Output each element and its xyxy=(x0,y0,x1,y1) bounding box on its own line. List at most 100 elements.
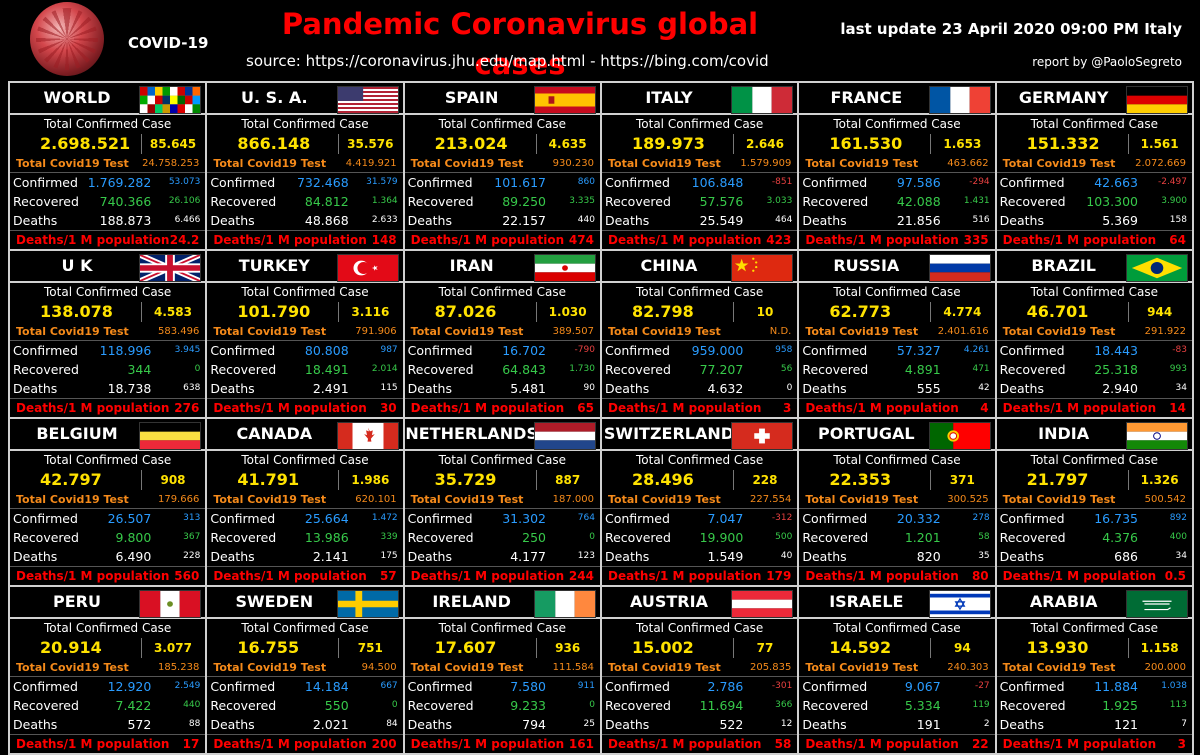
deaths-per-million-label: Deaths/1 M population xyxy=(16,737,170,751)
confirmed-value: 1.769.282 xyxy=(87,175,152,190)
austria-flag-icon xyxy=(731,590,794,618)
deaths-per-million-label: Deaths/1 M population xyxy=(213,401,367,415)
deaths-row: Deaths 4.632 0 xyxy=(602,379,797,398)
deaths-per-million-value: 24.2 xyxy=(169,233,200,247)
country-card: U K Total Confirmed Case 138.078 4.583 Total… xyxy=(10,251,206,417)
deaths-per-million-label: Deaths/1 M population xyxy=(410,569,565,583)
recovered-delta: 367 xyxy=(183,532,201,542)
switzerland-flag-icon xyxy=(731,422,794,450)
total-confirmed-label: Total Confirmed Case xyxy=(1030,621,1158,635)
recovered-label: Recovered xyxy=(13,194,79,209)
country-name: SWITZERLAND xyxy=(603,424,735,443)
tests-label: Total Covid19 Test xyxy=(410,493,524,506)
tests-row: Total Covid19 Test N.D. xyxy=(601,323,798,341)
deaths-per-million-value: 30 xyxy=(379,401,397,415)
total-confirmed-label: Total Confirmed Case xyxy=(635,621,764,635)
confirmed-row: Confirmed 118.996 3.945 xyxy=(10,341,205,360)
tests-row: Total Covid19 Test 620.101 xyxy=(207,491,403,509)
total-row: 13.930 1.158 xyxy=(997,637,1192,659)
confirmed-row: Confirmed 31.302 764 xyxy=(405,509,600,528)
deaths-row: Deaths 5.369 158 xyxy=(997,211,1192,230)
country-card: NETHERLANDS Total Confirmed Case 35.729 887… xyxy=(404,419,600,585)
country-name: CANADA xyxy=(236,424,313,443)
confirmed-delta: -301 xyxy=(771,681,793,691)
deaths-per-million-label: Deaths/1 M population xyxy=(213,233,367,247)
new-cases-value: 228 xyxy=(752,473,778,487)
total-confirmed-label: Total Confirmed Case xyxy=(833,453,961,467)
recovered-value: 57.576 xyxy=(699,194,744,209)
recovered-value: 25.318 xyxy=(1094,362,1138,377)
tests-label: Total Covid19 Test xyxy=(16,157,129,170)
recovered-label: Recovered xyxy=(802,530,869,545)
country-card: GERMANY Total Confirmed Case 151.332 1.561 T… xyxy=(996,83,1192,249)
deaths-delta: 34 xyxy=(1175,383,1187,393)
deaths-per-million-label: Deaths/1 M population xyxy=(213,737,367,751)
card-header: GERMANY xyxy=(996,83,1192,115)
total-row: 87.026 1.030 xyxy=(405,301,600,323)
card-header: IRAN xyxy=(404,251,600,283)
confirmed-label: Confirmed xyxy=(802,175,868,190)
tests-label: Total Covid19 Test xyxy=(607,157,721,170)
deaths-value: 18.738 xyxy=(107,381,152,396)
card-header: AUSTRIA xyxy=(601,587,798,619)
recovered-delta: 3.033 xyxy=(766,196,793,206)
recovered-row: Recovered 1.201 58 xyxy=(799,528,994,547)
deaths-per-million-row: Deaths/1 M population 474 xyxy=(404,230,600,249)
deaths-delta: 158 xyxy=(1169,215,1187,225)
divider xyxy=(732,134,734,154)
total-confirmed-value: 15.002 xyxy=(631,638,694,657)
page-title: Pandemic Coronavirus global cases xyxy=(281,7,759,81)
deaths-per-million-label: Deaths/1 M population xyxy=(410,401,565,415)
deaths-value: 820 xyxy=(916,549,941,564)
tests-value: 200.000 xyxy=(1144,662,1186,673)
confirmed-value: 31.302 xyxy=(502,511,546,526)
total-row: 21.797 1.326 xyxy=(997,469,1192,491)
country-name: U K xyxy=(61,256,93,275)
confirmed-row: Confirmed 57.327 4.261 xyxy=(799,341,994,360)
confirmed-value: 118.996 xyxy=(99,343,152,358)
country-card: IRELAND Total Confirmed Case 17.607 936 Tota… xyxy=(404,587,600,753)
russia-flag-icon xyxy=(928,254,991,282)
tests-row: Total Covid19 Test 389.507 xyxy=(404,323,600,341)
tests-value: 389.507 xyxy=(552,326,594,337)
tests-label: Total Covid19 Test xyxy=(213,661,327,674)
total-row: 28.496 228 xyxy=(602,469,797,491)
country-name: U. S. A. xyxy=(241,88,308,107)
deaths-row: Deaths 2.491 115 xyxy=(207,379,402,398)
total-confirmed-label: Total Confirmed Case xyxy=(635,117,764,131)
deaths-value: 686 xyxy=(1114,549,1138,564)
country-name: BELGIUM xyxy=(36,424,118,443)
new-cases-value: 3.077 xyxy=(154,641,192,655)
confirmed-label: Confirmed xyxy=(407,343,473,358)
country-card: IRAN Total Confirmed Case 87.026 1.030 Total… xyxy=(404,251,600,417)
deaths-row: Deaths 2.940 34 xyxy=(997,379,1192,398)
card-header: PORTUGAL xyxy=(799,419,995,451)
deaths-per-million-value: 276 xyxy=(174,401,200,415)
new-cases-value: 371 xyxy=(949,473,975,487)
divider xyxy=(141,638,142,658)
confirmed-label: Confirmed xyxy=(604,175,670,190)
new-cases-value: 35.576 xyxy=(347,137,394,151)
new-cases-value: 4.774 xyxy=(943,305,982,319)
card-header: U K xyxy=(10,251,206,283)
deaths-label: Deaths xyxy=(802,213,847,228)
recovered-row: Recovered 103.300 3.900 xyxy=(997,192,1192,211)
deaths-label: Deaths xyxy=(13,549,58,564)
card-header: SWITZERLAND xyxy=(601,419,798,451)
deaths-per-million-label: Deaths/1 M population xyxy=(16,233,170,247)
confirmed-row: Confirmed 42.663 -2.497 xyxy=(997,173,1192,192)
recovered-value: 64.843 xyxy=(502,362,546,377)
recovered-delta: 1.431 xyxy=(963,196,990,206)
confirmed-delta: -790 xyxy=(574,345,595,355)
deaths-row: Deaths 686 34 xyxy=(997,547,1192,566)
deaths-delta: 7 xyxy=(1181,719,1187,729)
divider xyxy=(930,638,932,658)
card-header: ITALY xyxy=(601,83,798,115)
confirmed-value: 9.067 xyxy=(904,679,941,694)
recovered-row: Recovered 18.491 2.014 xyxy=(207,360,402,379)
recovered-delta: 440 xyxy=(183,700,201,710)
tests-row: Total Covid19 Test 463.662 xyxy=(799,155,995,173)
card-header: INDIA xyxy=(996,419,1192,451)
total-confirmed-value: 42.797 xyxy=(40,470,102,489)
confirmed-row: Confirmed 2.786 -301 xyxy=(602,677,797,696)
